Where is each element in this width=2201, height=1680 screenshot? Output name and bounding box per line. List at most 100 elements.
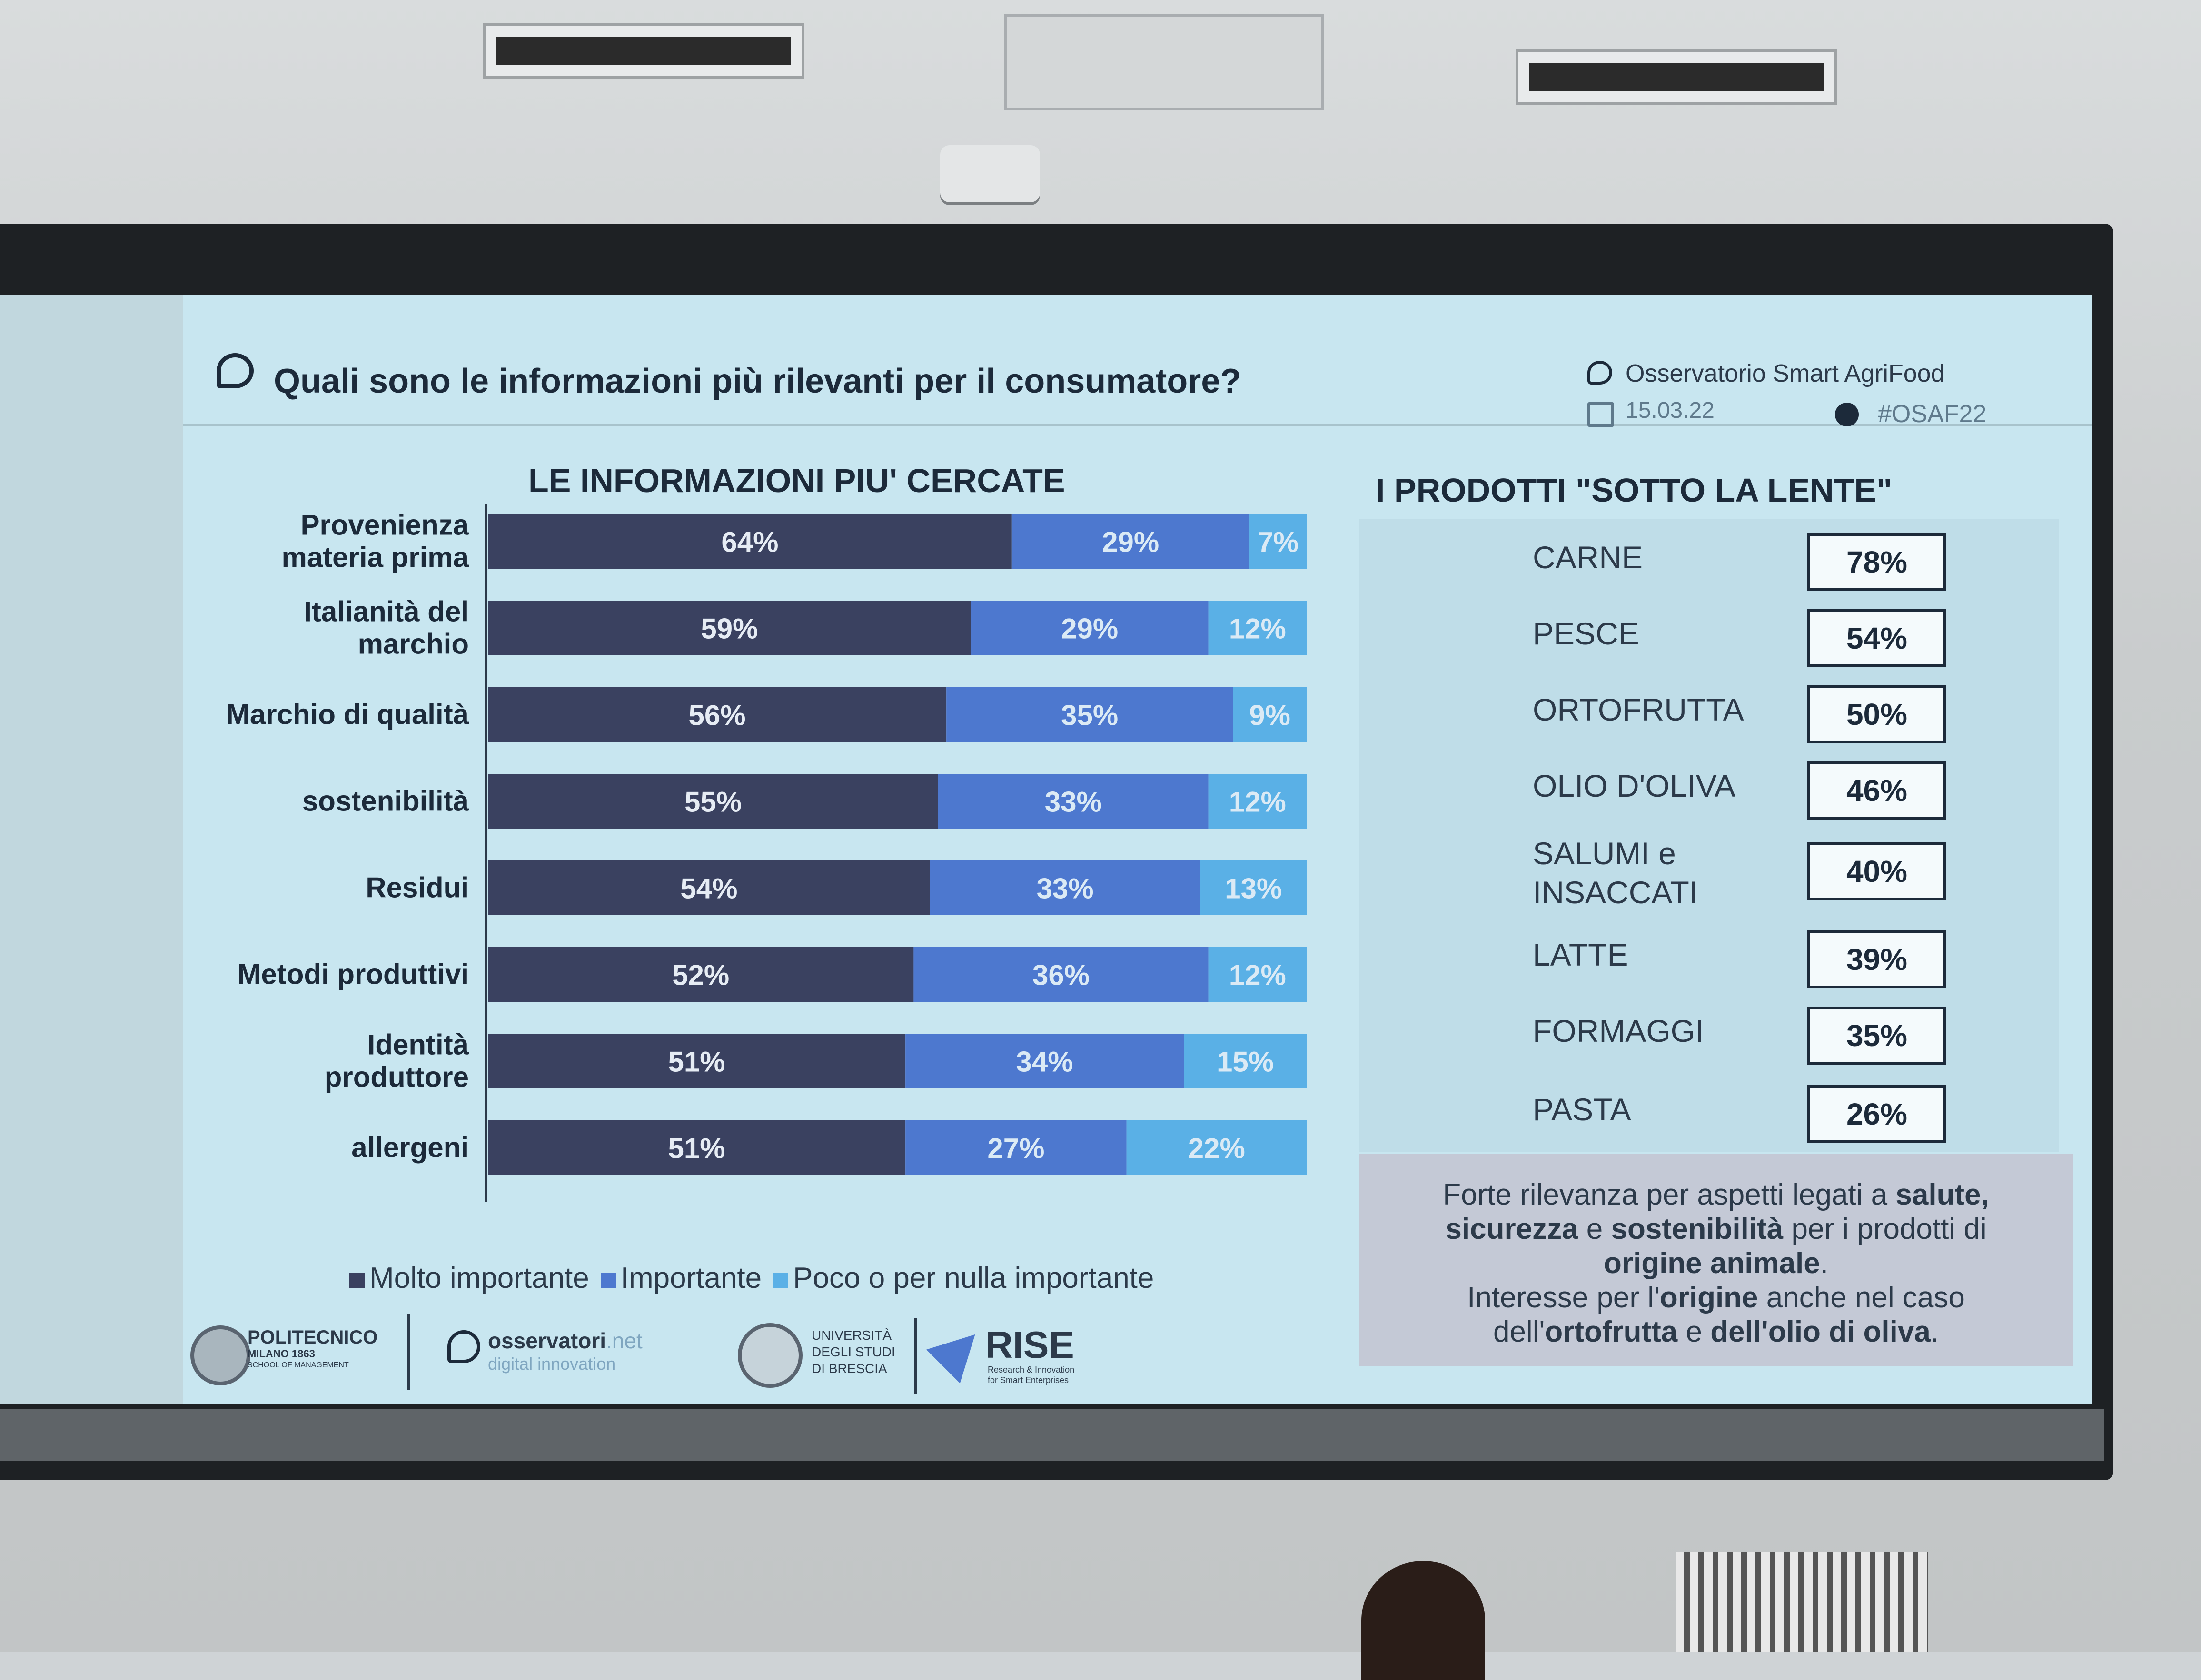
product-label-line: OLIO D'OLIVA <box>1533 768 1735 803</box>
rise-arrow-icon <box>926 1317 992 1384</box>
bar-segment-3 <box>1249 514 1307 569</box>
product-row: FORMAGGI 35% <box>1359 1007 2059 1087</box>
slide-header <box>183 295 2092 426</box>
legend-label: Importante <box>620 1262 762 1295</box>
screen-bezel <box>0 1409 2104 1461</box>
note-emphasis: origine <box>1659 1281 1758 1314</box>
note-text: per i prodotti di <box>1783 1213 1987 1245</box>
product-row: SALUMI e INSACCATI 40% <box>1359 836 2059 923</box>
presenter <box>1361 1561 1485 1680</box>
data-label: 7% <box>1257 526 1299 558</box>
product-label: PESCE <box>1533 614 1639 653</box>
legend-label: Poco o per nulla importante <box>793 1262 1154 1295</box>
product-label: LATTE <box>1533 935 1628 974</box>
category-label: allergeni <box>351 1132 469 1164</box>
product-label-line: CARNE <box>1533 540 1643 575</box>
data-label: 15% <box>1217 1046 1274 1078</box>
bar-segment-2 <box>930 860 1200 915</box>
data-label: 56% <box>689 700 746 731</box>
data-label: 33% <box>1037 873 1094 905</box>
product-value: 50% <box>1807 685 1946 743</box>
product-value: 78% <box>1807 533 1946 591</box>
data-label: 36% <box>1032 959 1090 991</box>
data-label: 55% <box>684 786 742 818</box>
note-text: Interesse per l' <box>1467 1281 1660 1314</box>
bar-segment-3 <box>1208 601 1307 655</box>
politecnico-logo-name: POLITECNICO <box>248 1327 378 1348</box>
unibs-logo-line3: DI BRESCIA <box>812 1361 887 1376</box>
partner-logos: POLITECNICO MILANO 1863 SCHOOL OF MANAGE… <box>183 1309 1349 1404</box>
data-label: 9% <box>1249 700 1290 731</box>
rise-logo-tagline-2: for Smart Enterprises <box>988 1375 1069 1385</box>
wall-radiator <box>1676 1552 1928 1652</box>
product-row: PASTA 26% <box>1359 1085 2059 1166</box>
stacked-bar-chart: Provenienza materia prima 64% 29% 7% Italiani… <box>226 504 1307 1202</box>
data-label: 29% <box>1102 526 1159 558</box>
data-label: 27% <box>987 1133 1044 1165</box>
chat-icon <box>1587 361 1612 385</box>
osservatori-logo-domain: .net <box>606 1328 643 1353</box>
product-value: 26% <box>1807 1085 1946 1143</box>
projector <box>940 145 1040 202</box>
politecnico-logo-school: SCHOOL OF MANAGEMENT <box>248 1361 349 1369</box>
bar-segment-1 <box>488 1034 906 1088</box>
politecnico-logo-city: MILANO 1863 <box>248 1348 315 1360</box>
chat-icon <box>217 353 254 388</box>
product-label: FORMAGGI <box>1533 1011 1704 1050</box>
bar-segment-1 <box>488 860 930 915</box>
bar-segment-2 <box>905 1034 1184 1088</box>
bar-segment-1 <box>488 687 947 742</box>
note-text: dell' <box>1493 1315 1545 1348</box>
slide-title: Quali sono le informazioni più rilevanti… <box>274 362 1241 400</box>
note-text: . <box>1820 1247 1829 1280</box>
data-label: 33% <box>1045 786 1102 818</box>
note-emphasis: sostenibilità <box>1611 1213 1784 1245</box>
note-text: e <box>1677 1315 1711 1348</box>
osservatori-logo-icon <box>447 1330 480 1363</box>
event-date: 15.03.22 <box>1626 398 1715 423</box>
products-table: CARNE 78% PESCE 54% ORTOFRUTTA 50% OLIO D'OLIV… <box>1359 519 2059 1152</box>
note-emphasis: salute, <box>1895 1178 1989 1211</box>
note-emphasis: ortofrutta <box>1545 1315 1678 1348</box>
bar-segment-1 <box>488 514 1012 569</box>
bar-segment-2 <box>938 774 1209 829</box>
rise-logo-name: RISE <box>985 1324 1074 1366</box>
product-label: PASTA <box>1533 1090 1631 1129</box>
unibs-logo-line1: UNIVERSITÀ <box>812 1328 892 1343</box>
slide-left-strip <box>0 295 183 1404</box>
unibs-logo-line2: DEGLI STUDI <box>812 1344 895 1359</box>
legend-label: Molto importante <box>369 1262 589 1295</box>
bar-segment-2 <box>905 1120 1127 1175</box>
bar-segment-2 <box>971 601 1209 655</box>
bar-segment-3 <box>1233 687 1307 742</box>
data-label: 29% <box>1061 613 1118 645</box>
bar-segment-1 <box>488 601 971 655</box>
summary-note: Forte rilevanza per aspetti legati a sal… <box>1359 1154 2073 1366</box>
bar-segment-3 <box>1208 774 1307 829</box>
category-label: Metodi produttivi <box>237 959 469 990</box>
unibs-seal-icon <box>738 1323 803 1388</box>
bar-segment-3 <box>1184 1034 1307 1088</box>
data-label: 12% <box>1229 786 1286 818</box>
product-label: CARNE <box>1533 538 1643 577</box>
calendar-icon <box>1587 402 1614 427</box>
product-label: SALUMI e INSACCATI <box>1533 834 1698 912</box>
note-line: origine animale. <box>1359 1246 2073 1281</box>
bar-segment-2 <box>946 687 1233 742</box>
data-label: 51% <box>668 1133 725 1165</box>
product-label-line: FORMAGGI <box>1533 1013 1704 1048</box>
category-label: Identità produttore <box>325 1029 469 1093</box>
osservatori-logo-tagline: digital innovation <box>488 1354 616 1374</box>
data-label: 13% <box>1225 873 1282 905</box>
note-line: sicurezza e sostenibilità per i prodotti… <box>1359 1212 2073 1246</box>
ceiling-panel <box>1004 14 1324 110</box>
slide: Quali sono le informazioni più rilevanti… <box>0 295 2092 1404</box>
data-label: 51% <box>668 1046 725 1078</box>
note-emphasis: origine animale <box>1603 1247 1820 1280</box>
product-value: 40% <box>1807 842 1946 900</box>
ceiling-vent <box>1518 52 1834 102</box>
logo-separator <box>914 1318 917 1394</box>
politecnico-seal-icon <box>190 1325 250 1385</box>
bar-segment-2 <box>913 947 1209 1002</box>
data-label: 12% <box>1229 613 1286 645</box>
